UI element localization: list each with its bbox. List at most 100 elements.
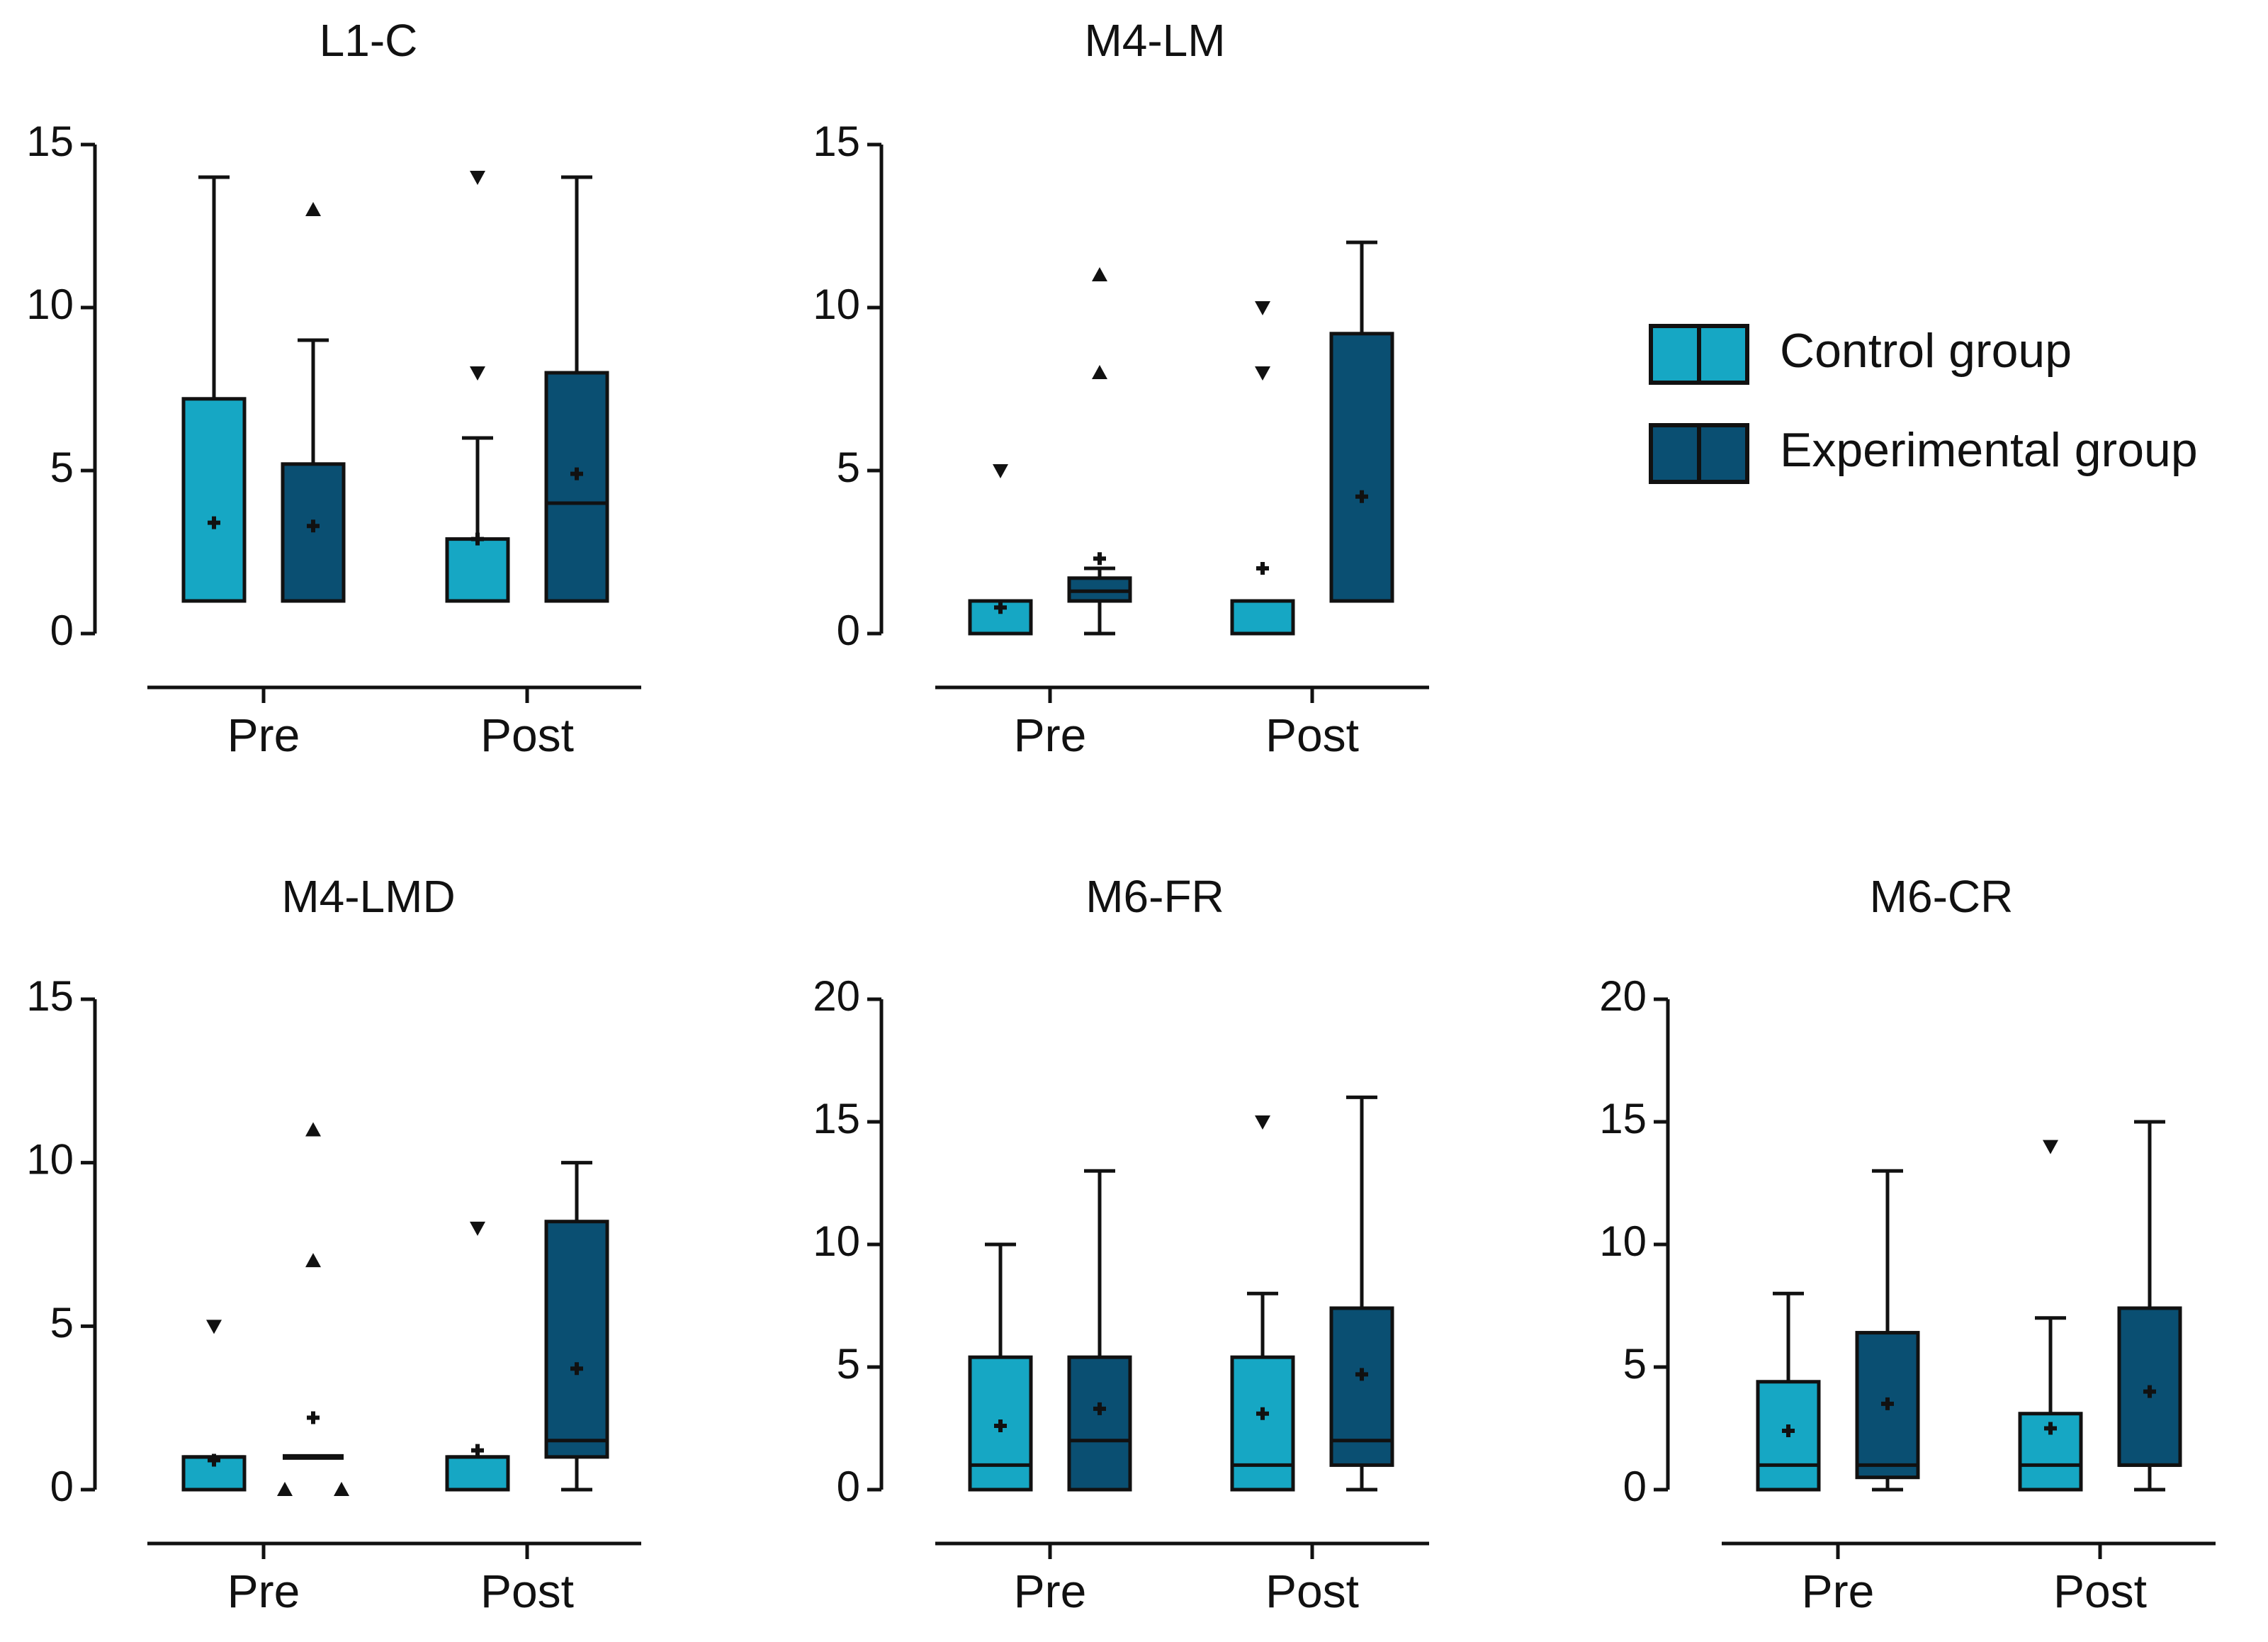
iqr-box	[1230, 1355, 1295, 1492]
outlier-marker	[1092, 267, 1107, 281]
outlier-marker	[277, 1482, 293, 1496]
y-tick-label: 5	[50, 444, 74, 491]
chart-title: M4-LMD	[281, 871, 455, 922]
legend: Control group Experimental group	[1649, 324, 2198, 484]
box-pre-control	[181, 1320, 247, 1492]
iqr-box	[445, 537, 510, 603]
x-tick-label-post: Post	[1265, 709, 1359, 761]
mean-marker	[1881, 1397, 1894, 1410]
mean-marker	[1782, 1424, 1795, 1437]
chart-title: M4-LM	[1084, 15, 1225, 66]
box-post-control	[1230, 1115, 1295, 1492]
x-tick-label-pre: Pre	[227, 1565, 300, 1617]
outlier-marker	[334, 1482, 349, 1496]
y-tick-label: 10	[813, 1218, 860, 1265]
outlier-marker	[1255, 366, 1270, 381]
y-tick-label: 5	[837, 1340, 860, 1388]
mean-marker	[307, 1411, 320, 1424]
box-pre-experimental	[277, 1122, 349, 1496]
mean-marker	[471, 1444, 484, 1457]
y-tick-label: 15	[1599, 1095, 1647, 1142]
outlier-marker	[305, 1122, 321, 1137]
y-tick-label: 0	[50, 1463, 74, 1510]
y-tick-label: 15	[813, 1095, 860, 1142]
mean-marker	[2044, 1422, 2057, 1435]
box-post-experimental	[1329, 1095, 1394, 1492]
iqr-box	[544, 1220, 609, 1459]
y-tick-label: 0	[1623, 1463, 1647, 1510]
outlier-marker	[1255, 1115, 1270, 1130]
x-tick-label-post: Post	[1265, 1565, 1359, 1617]
box-pre-experimental	[1855, 1169, 1920, 1492]
outlier-marker	[2043, 1140, 2058, 1154]
iqr-box	[181, 397, 247, 603]
x-tick-label-pre: Pre	[227, 709, 300, 761]
mean-marker	[307, 519, 320, 533]
y-tick-label: 5	[837, 444, 860, 491]
y-tick-label: 15	[813, 118, 860, 165]
chart-title: M6-CR	[1870, 871, 2014, 922]
y-tick-label: 10	[26, 281, 74, 328]
x-tick-label-post: Post	[480, 709, 574, 761]
y-tick-label: 20	[813, 972, 860, 1020]
outlier-marker	[470, 366, 485, 381]
mean-marker	[1256, 562, 1269, 575]
x-tick-label-pre: Pre	[1014, 709, 1087, 761]
outlier-marker	[470, 1221, 485, 1236]
mean-marker	[1355, 490, 1368, 503]
box-pre-experimental	[1067, 1169, 1132, 1492]
mean-marker	[994, 601, 1007, 614]
box-post-experimental	[544, 175, 609, 603]
box-post-experimental	[1329, 240, 1394, 603]
mean-marker	[208, 516, 220, 529]
chart-title: L1-C	[320, 15, 418, 66]
mean-marker	[208, 1453, 220, 1467]
panel-m6-cr: M6-CR 0 5 10 15 20 Pre Post	[1599, 871, 2216, 1617]
y-tick-label: 0	[837, 1463, 860, 1510]
panel-m4-lmd: M4-LMD 0 5 10 15 Pre Post	[26, 871, 641, 1617]
iqr-box	[1855, 1331, 1920, 1480]
box-post-control	[1230, 301, 1295, 636]
box-pre-control	[968, 464, 1033, 636]
panel-l1-c: L1-C 0 5 10 15 Pre Post	[26, 15, 641, 761]
iqr-box	[1067, 1355, 1132, 1492]
iqr-box	[281, 462, 346, 603]
box-pre-control	[968, 1242, 1033, 1492]
panel-m6-fr: M6-FR 0 5 10 15 20 Pre Post	[813, 871, 1429, 1617]
legend-item-control-group: Control group	[1649, 324, 2072, 385]
x-tick-label-post: Post	[2053, 1565, 2147, 1617]
legend-label: Control group	[1780, 324, 2072, 378]
mean-marker	[1093, 552, 1106, 566]
box-post-control	[445, 1221, 510, 1492]
x-tick-label-post: Post	[480, 1565, 574, 1617]
box-post-experimental	[544, 1161, 609, 1492]
y-tick-label: 15	[26, 118, 74, 165]
mean-marker	[1256, 1407, 1269, 1420]
mean-marker	[471, 532, 484, 546]
box-post-experimental	[2117, 1120, 2182, 1492]
y-tick-label: 10	[813, 281, 860, 328]
legend-item-experimental-group: Experimental group	[1649, 423, 2198, 484]
chart-title: M6-FR	[1085, 871, 1224, 922]
box-pre-experimental	[1067, 267, 1132, 636]
box-pre-control	[181, 175, 247, 603]
x-tick-label-pre: Pre	[1802, 1565, 1875, 1617]
legend-label: Experimental group	[1780, 423, 2198, 477]
y-tick-label: 5	[50, 1299, 74, 1346]
y-tick-label: 20	[1599, 972, 1647, 1020]
y-tick-label: 0	[837, 607, 860, 654]
box-pre-control	[1756, 1291, 1821, 1492]
iqr-box	[445, 1455, 510, 1492]
y-tick-label: 10	[26, 1136, 74, 1183]
mean-marker	[2143, 1385, 2156, 1398]
box-post-control	[445, 171, 510, 603]
iqr-box	[1230, 599, 1295, 636]
mean-marker	[1355, 1368, 1368, 1381]
x-tick-label-pre: Pre	[1014, 1565, 1087, 1617]
y-tick-label: 15	[26, 972, 74, 1020]
outlier-marker	[1255, 301, 1270, 315]
outlier-marker	[1092, 365, 1107, 379]
outlier-marker	[305, 202, 321, 216]
